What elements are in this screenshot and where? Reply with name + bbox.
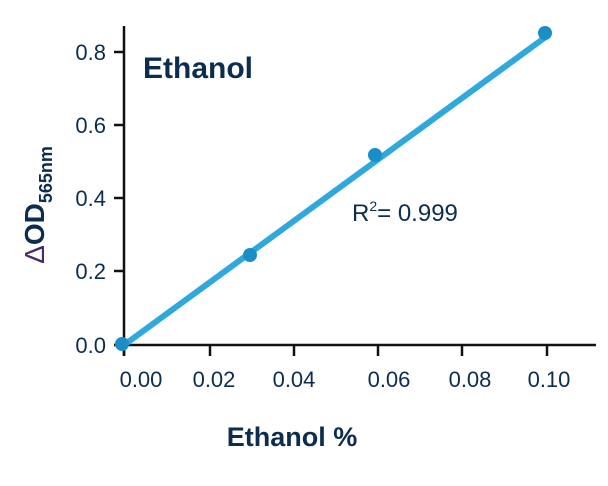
data-point <box>243 248 257 262</box>
y-axis-label: ΔOD565nm <box>19 146 56 264</box>
data-point <box>115 337 129 351</box>
x-tick-labels: 0.00 0.02 0.04 0.06 0.08 0.10 <box>120 367 571 392</box>
y-tick-label: 0.6 <box>75 113 106 138</box>
y-tick-label: 0.8 <box>75 40 106 65</box>
y-axis-ticks <box>114 50 124 347</box>
r-squared-annotation: R2= 0.999 <box>352 198 458 227</box>
x-axis-label: Ethanol % <box>227 422 358 452</box>
regression-line <box>121 33 550 348</box>
x-tick-label: 0.10 <box>528 367 571 392</box>
y-tick-label: 0.4 <box>75 186 106 211</box>
x-tick-label: 0.08 <box>449 367 492 392</box>
x-tick-label: 0.04 <box>273 367 316 392</box>
svg-text:ΔOD565nm: ΔOD565nm <box>19 146 56 264</box>
y-tick-labels: 0.0 0.2 0.4 0.6 0.8 <box>75 40 106 358</box>
data-points <box>115 26 552 351</box>
x-tick-label: 0.06 <box>368 367 411 392</box>
data-point <box>538 26 552 40</box>
x-tick-label: 0.02 <box>193 367 236 392</box>
y-tick-label: 0.2 <box>75 259 106 284</box>
chart-title: Ethanol <box>143 52 253 85</box>
x-axis-ticks <box>122 345 549 356</box>
x-tick-label: 0.00 <box>120 367 163 392</box>
data-point <box>368 148 382 162</box>
y-tick-label: 0.0 <box>75 333 106 358</box>
